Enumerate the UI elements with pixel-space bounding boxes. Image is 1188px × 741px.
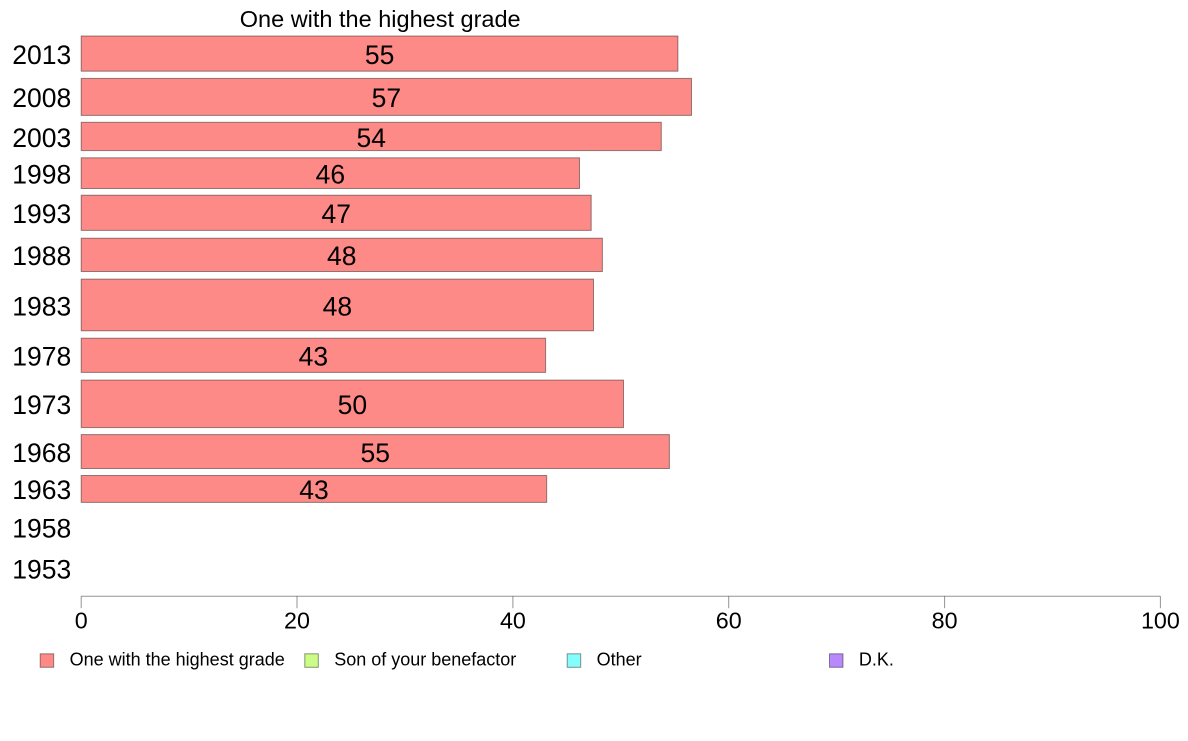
svg-text:55: 55 bbox=[365, 40, 394, 70]
svg-text:One with the highest grade: One with the highest grade bbox=[240, 6, 521, 32]
svg-text:43: 43 bbox=[299, 475, 328, 505]
svg-text:1998: 1998 bbox=[12, 160, 71, 190]
svg-text:48: 48 bbox=[323, 291, 352, 321]
svg-text:One with the highest grade: One with the highest grade bbox=[70, 650, 285, 670]
svg-text:48: 48 bbox=[327, 241, 356, 271]
svg-text:1958: 1958 bbox=[12, 514, 71, 544]
svg-text:1993: 1993 bbox=[12, 199, 71, 229]
svg-text:1963: 1963 bbox=[12, 475, 71, 505]
svg-text:1968: 1968 bbox=[12, 438, 71, 468]
svg-text:43: 43 bbox=[299, 342, 328, 372]
svg-text:80: 80 bbox=[932, 608, 958, 634]
svg-text:40: 40 bbox=[500, 608, 526, 634]
svg-text:46: 46 bbox=[316, 160, 345, 190]
svg-text:0: 0 bbox=[75, 608, 88, 634]
svg-text:2008: 2008 bbox=[12, 83, 71, 113]
svg-text:2013: 2013 bbox=[12, 40, 71, 70]
svg-text:20: 20 bbox=[284, 608, 310, 634]
svg-text:2003: 2003 bbox=[12, 123, 71, 153]
svg-text:60: 60 bbox=[716, 608, 742, 634]
svg-text:1973: 1973 bbox=[12, 390, 71, 420]
svg-text:100: 100 bbox=[1141, 608, 1180, 634]
svg-text:54: 54 bbox=[356, 123, 385, 153]
svg-text:55: 55 bbox=[361, 438, 390, 468]
svg-text:1988: 1988 bbox=[12, 241, 71, 271]
svg-text:50: 50 bbox=[338, 390, 367, 420]
svg-text:D.K.: D.K. bbox=[859, 650, 894, 670]
svg-text:47: 47 bbox=[321, 199, 350, 229]
svg-text:1953: 1953 bbox=[12, 555, 71, 585]
svg-text:1983: 1983 bbox=[12, 291, 71, 321]
svg-text:Other: Other bbox=[597, 650, 642, 670]
svg-text:57: 57 bbox=[372, 83, 401, 113]
svg-text:1978: 1978 bbox=[12, 342, 71, 372]
svg-text:Son of your benefactor: Son of your benefactor bbox=[334, 650, 516, 670]
